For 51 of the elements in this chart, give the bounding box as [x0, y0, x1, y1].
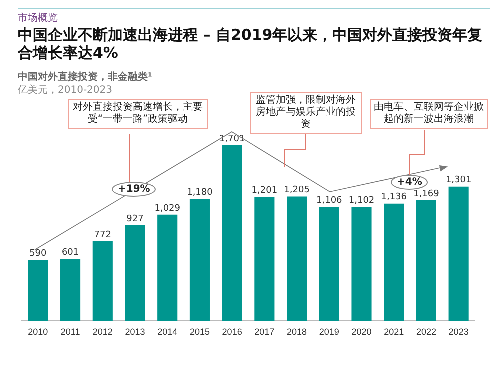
data-label: 1,106 [316, 196, 343, 206]
x-tick-label: 2011 [60, 327, 80, 338]
data-label: 1,102 [348, 196, 375, 206]
data-label: 1,701 [219, 134, 246, 144]
bar [60, 259, 81, 322]
data-label: 927 [126, 214, 144, 224]
bar [158, 214, 178, 322]
x-tick-label: 2017 [254, 327, 275, 338]
data-label: 1,205 [284, 186, 310, 196]
annotation: +4% [391, 175, 428, 190]
data-label: 1,169 [414, 189, 440, 200]
data-label: 1,136 [381, 192, 408, 203]
data-label: 601 [62, 248, 80, 258]
x-tick-label: 2014 [158, 327, 178, 338]
bar [28, 260, 48, 322]
x-tick-label: 2016 [222, 327, 242, 338]
chart-subtitle: 中国对外直接投资，非金融类¹ [18, 70, 154, 84]
text: 监管加强，限制对海外房地产与娱乐产业的投资 [250, 92, 362, 134]
x-tick-label: 2013 [125, 327, 146, 338]
x-tick-label: 2019 [319, 327, 340, 338]
x-tick-label: 2018 [287, 327, 308, 338]
data-label: 1,180 [187, 188, 214, 198]
bar [190, 199, 210, 322]
bar [416, 200, 436, 322]
data-label: 1,301 [446, 176, 472, 186]
x-tick-label: 2023 [448, 327, 469, 338]
bar [352, 207, 372, 322]
x-tick-label: 2021 [384, 327, 404, 338]
bar [319, 206, 340, 322]
bar [384, 204, 404, 322]
bar [448, 186, 469, 322]
annotation: +19% [112, 182, 156, 197]
bar [125, 225, 146, 322]
bar [254, 197, 275, 322]
data-label: 1,201 [252, 186, 278, 196]
text: 对外直接投资高速增长，主要受“一带一路”政策驱动 [68, 99, 208, 129]
chart-title: 中国企业不断加速出海进程 – 自2019年以来，中国对外直接投资年复合增长率达4% [18, 26, 484, 62]
bar [92, 241, 113, 322]
y-axis-title: 亿美元，2010-2023 [18, 85, 113, 96]
x-tick-label: 2010 [28, 327, 48, 338]
x-tick-label: 2020 [352, 327, 372, 338]
x-tick-label: 2022 [416, 327, 436, 338]
data-label: 590 [30, 249, 48, 260]
data-label: 1,029 [154, 204, 181, 214]
x-tick-label: 2015 [190, 327, 210, 338]
text: 由电车、互联网等企业掀起的新一波出海浪潮 [370, 99, 488, 129]
data-label: 772 [94, 230, 112, 240]
bar [222, 146, 242, 322]
bar [287, 196, 308, 322]
x-tick-label: 2012 [92, 327, 113, 338]
text: 市场概览 [18, 12, 59, 25]
